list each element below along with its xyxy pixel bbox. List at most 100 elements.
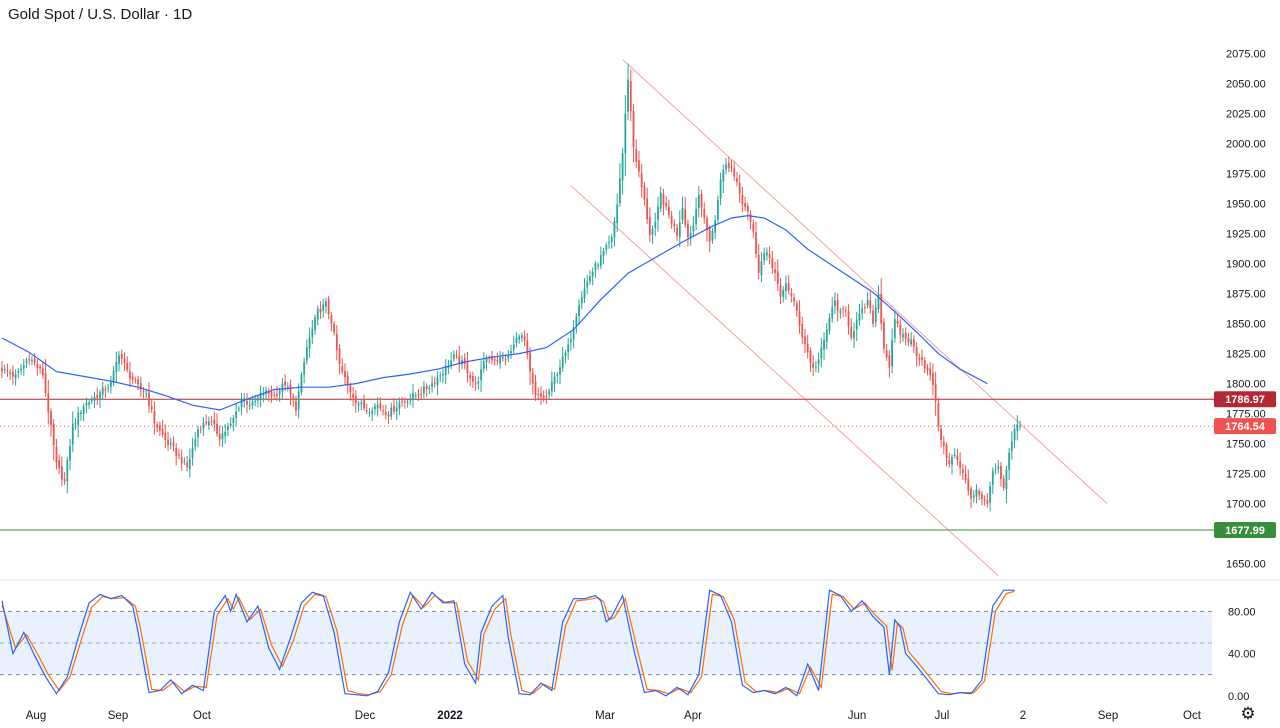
candle-body bbox=[221, 433, 224, 440]
candle-body bbox=[978, 490, 981, 495]
candle bbox=[632, 103, 635, 163]
candle-body bbox=[9, 372, 12, 374]
candle-body bbox=[665, 202, 668, 207]
candle bbox=[752, 219, 755, 238]
candle-body bbox=[537, 394, 540, 396]
candle-body bbox=[444, 366, 447, 376]
candle bbox=[638, 150, 640, 178]
stochastic-k-line bbox=[1, 589, 1015, 697]
candle-body bbox=[893, 319, 896, 339]
candle-body bbox=[47, 392, 50, 413]
candle bbox=[605, 242, 608, 255]
gear-icon[interactable]: ⚙ bbox=[1240, 704, 1256, 723]
candle bbox=[335, 325, 338, 361]
candle bbox=[452, 350, 455, 362]
candle-body bbox=[501, 357, 504, 359]
candle-body bbox=[395, 407, 398, 412]
candle bbox=[341, 358, 344, 375]
candle bbox=[330, 312, 333, 332]
candle bbox=[368, 408, 371, 417]
candle bbox=[295, 395, 297, 417]
candle-body bbox=[39, 366, 42, 369]
candle bbox=[256, 394, 259, 408]
candle bbox=[207, 416, 210, 431]
price-axis[interactable]: 2075.00 2050.00 2025.00 2000.00 1975.00 1950.… bbox=[1226, 49, 1266, 703]
candle bbox=[853, 322, 855, 349]
time-tick-label: 2 bbox=[1020, 710, 1026, 722]
candle-body bbox=[719, 179, 722, 199]
candle bbox=[439, 371, 442, 383]
candle bbox=[855, 311, 858, 342]
candle bbox=[654, 212, 657, 237]
candle-body bbox=[393, 406, 395, 412]
candle-body bbox=[123, 358, 126, 363]
candle bbox=[550, 371, 553, 397]
candle bbox=[1008, 447, 1011, 480]
horizontal-levels bbox=[0, 398, 1214, 531]
time-axis[interactable]: Aug Sep Oct Dec 2022 Mar Apr Jun Jul 2 Sep Oct bbox=[26, 710, 1202, 722]
candle bbox=[994, 463, 997, 475]
candle bbox=[161, 420, 164, 438]
candle-body bbox=[643, 185, 646, 200]
candle-body bbox=[126, 362, 129, 370]
candle-body bbox=[692, 225, 695, 232]
candle-body bbox=[741, 194, 744, 205]
candle bbox=[738, 174, 741, 203]
candle bbox=[150, 399, 153, 414]
candle-body bbox=[616, 204, 619, 224]
price-tick-label: 1875.00 bbox=[1226, 289, 1266, 301]
candle-body bbox=[474, 383, 477, 385]
candle-body bbox=[749, 213, 752, 222]
candle bbox=[842, 306, 844, 318]
candle bbox=[474, 376, 477, 391]
candle-body bbox=[357, 403, 360, 406]
candle-body bbox=[994, 469, 997, 471]
candle bbox=[659, 186, 662, 213]
candle bbox=[545, 389, 548, 405]
candle-body bbox=[512, 344, 515, 350]
candle-body bbox=[967, 479, 970, 491]
candle bbox=[823, 332, 825, 361]
candle bbox=[714, 215, 717, 240]
candle-body bbox=[463, 358, 466, 364]
price-tick-label: 2000.00 bbox=[1226, 139, 1266, 151]
candle-body bbox=[779, 284, 782, 297]
candle-body bbox=[659, 192, 662, 209]
candle bbox=[305, 339, 308, 365]
candle-body bbox=[308, 337, 311, 349]
candle bbox=[621, 148, 624, 195]
candle-body bbox=[855, 319, 858, 331]
candle-body bbox=[455, 355, 458, 357]
candle-body bbox=[722, 169, 725, 182]
candle bbox=[700, 189, 703, 218]
candle bbox=[477, 376, 480, 390]
candle-body bbox=[1019, 426, 1021, 428]
candle bbox=[662, 188, 665, 216]
candle bbox=[431, 375, 433, 393]
candle-body bbox=[69, 446, 71, 461]
candle bbox=[289, 379, 292, 405]
candle-body bbox=[22, 364, 25, 369]
candle bbox=[3, 364, 6, 374]
candle bbox=[442, 368, 444, 384]
candle-body bbox=[896, 320, 899, 324]
candle bbox=[556, 371, 559, 384]
candle bbox=[417, 389, 420, 401]
candle bbox=[836, 293, 839, 322]
candle-body bbox=[580, 297, 583, 304]
candle-body bbox=[330, 315, 333, 324]
candle-body bbox=[523, 336, 526, 341]
candle bbox=[618, 163, 621, 207]
candle bbox=[401, 396, 404, 407]
candle bbox=[970, 485, 972, 509]
candle-body bbox=[401, 401, 404, 403]
candle bbox=[697, 185, 700, 218]
candle-body bbox=[569, 339, 572, 343]
candle bbox=[529, 347, 531, 386]
candle bbox=[518, 334, 521, 344]
candle-body bbox=[861, 308, 864, 314]
candle-body bbox=[885, 350, 888, 358]
time-tick-label: Sep bbox=[1098, 710, 1118, 722]
candle-body bbox=[335, 334, 338, 351]
